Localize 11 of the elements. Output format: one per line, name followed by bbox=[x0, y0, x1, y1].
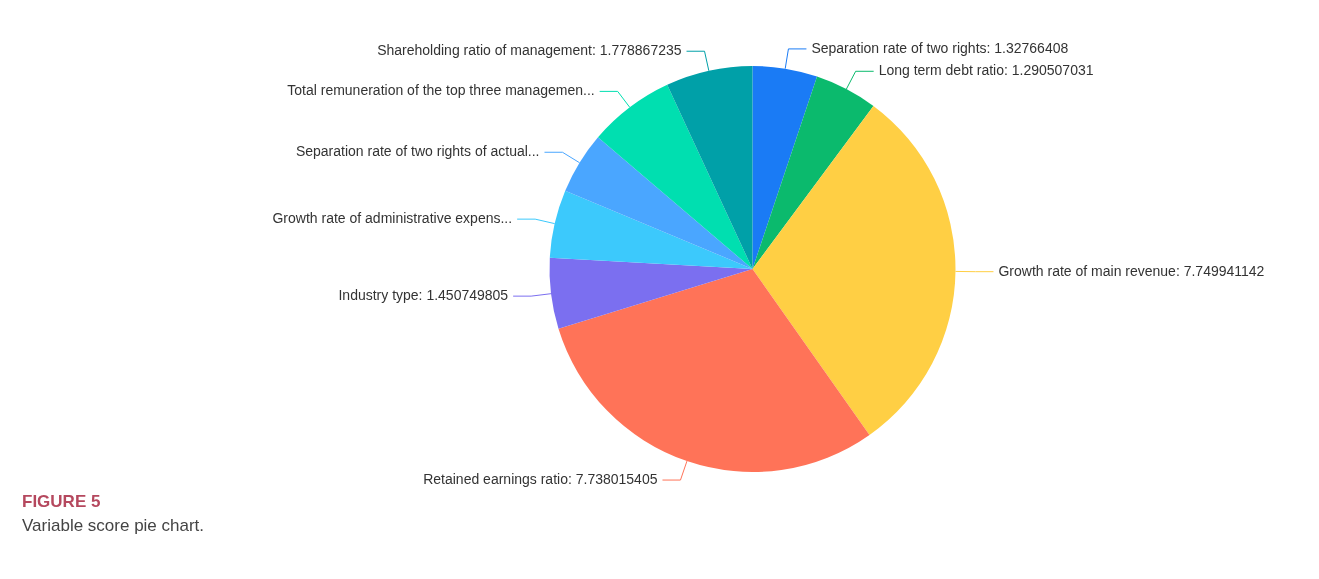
slice-label: Retained earnings ratio: 7.738015405 bbox=[423, 470, 658, 487]
slice-label: Shareholding ratio of management: 1.778867235 bbox=[377, 42, 682, 59]
caption: FIGURE 5 bbox=[22, 492, 102, 512]
slice-label: Separation rate of two rights: 1.32766408 bbox=[811, 39, 1069, 56]
slice-label: Long term debt ratio: 1.290507031 bbox=[878, 62, 1094, 79]
slice-label: Separation rate of two rights of actual... bbox=[295, 143, 540, 160]
slice-label: Total remuneration of the top three managemen... bbox=[287, 82, 595, 99]
slice-label: Growth rate of administrative expens... bbox=[272, 210, 513, 226]
slice-label: Industry type: 1.450749805 bbox=[338, 286, 509, 303]
text: Variable score pie chart. bbox=[22, 516, 205, 536]
slice-label: Growth rate of main revenue: 7.749941142 bbox=[998, 262, 1265, 279]
